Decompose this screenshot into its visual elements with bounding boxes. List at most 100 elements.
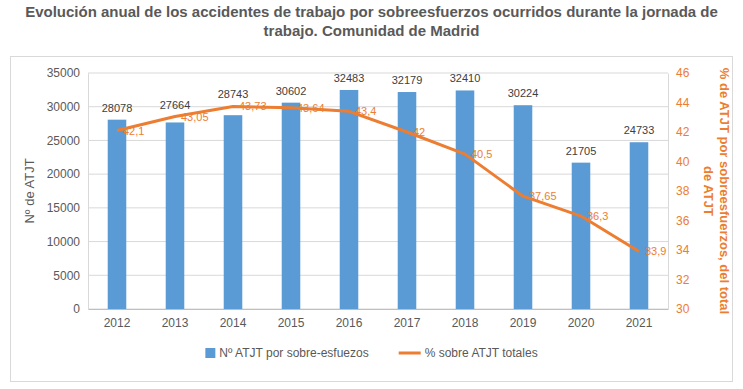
- x-tick-label: 2019: [510, 316, 537, 330]
- y2-axis-title: % de ATJT por sobreesfuerzos, del totald…: [701, 68, 732, 314]
- bar: [456, 90, 475, 309]
- bar: [340, 90, 359, 309]
- axis: 2012 2013 2014 2015 2016 2017 2018 2019 2020 2021: [89, 309, 669, 330]
- line-label: 37,65: [529, 190, 557, 202]
- y-tick-label: 25000: [47, 134, 81, 148]
- y-tick-label: 15000: [47, 201, 81, 215]
- y-tick-label: 35000: [47, 66, 81, 80]
- bar-label: 32410: [450, 72, 481, 84]
- line-label: 42: [413, 126, 425, 138]
- bar: [108, 120, 127, 309]
- x-tick-label: 2021: [626, 316, 653, 330]
- x-tick-label: 2017: [394, 316, 421, 330]
- x-tick-label: 2018: [452, 316, 479, 330]
- tick: 35000: [47, 66, 88, 80]
- y-tick-label: 0: [73, 302, 80, 316]
- y2-tick-label: 46: [676, 66, 690, 80]
- y-tick-label: 30000: [47, 100, 81, 114]
- x-tick-label: 2016: [336, 316, 363, 330]
- y2-tick-label: 42: [676, 125, 690, 139]
- grid-line: [88, 73, 668, 74]
- y-tick-label: 5000: [53, 269, 80, 283]
- tick: 2018: [452, 309, 479, 330]
- bar: [630, 142, 649, 309]
- y2-tick-label: 38: [676, 184, 690, 198]
- x-tick-label: 2013: [162, 316, 189, 330]
- chart-frame: [11, 57, 733, 382]
- x-tick-label: 2015: [278, 316, 305, 330]
- tick: 20000: [47, 167, 88, 181]
- tick: 38: [668, 184, 690, 198]
- tick: 2017: [394, 309, 421, 330]
- bar-label: 21705: [566, 145, 597, 157]
- y2-tick-label: 30: [676, 302, 690, 316]
- tick: 2020: [568, 309, 595, 330]
- tick: 46: [668, 66, 690, 80]
- y2-tick-label: 34: [676, 243, 690, 257]
- y-tick-label: 20000: [47, 167, 81, 181]
- tick: 10000: [47, 235, 88, 249]
- line-label: 36,3: [587, 210, 608, 222]
- legend: Nº ATJT por sobre-esfuezos % sobre ATJT t…: [205, 346, 537, 360]
- axis: 30 32 34 36 38 40 42 44 46: [668, 66, 690, 316]
- line: [117, 106, 639, 251]
- legend-swatch: [399, 352, 421, 355]
- tick: 34: [668, 243, 690, 257]
- plot-area: [108, 90, 649, 309]
- bar-label: 32483: [334, 72, 365, 84]
- tick: 44: [668, 96, 690, 110]
- tick: 2016: [336, 309, 363, 330]
- y2-tick-label: 32: [676, 273, 690, 287]
- tick: 30000: [47, 100, 88, 114]
- tick: 2015: [278, 309, 305, 330]
- line-label: 42,1: [123, 125, 144, 137]
- bar: [572, 163, 591, 309]
- bar-label: 28743: [218, 88, 249, 100]
- tick: 0: [73, 302, 88, 316]
- x-tick-label: 2020: [568, 316, 595, 330]
- bar-label: 24733: [624, 124, 655, 136]
- axis-line: [89, 309, 669, 310]
- tick: 2021: [626, 309, 653, 330]
- tick: 40: [668, 155, 690, 169]
- y2-tick-label: 44: [676, 96, 690, 110]
- y-axis-title: Nº de ATJT: [22, 158, 37, 223]
- x-tick-label: 2014: [220, 316, 247, 330]
- bar-label: 32179: [392, 74, 423, 86]
- tick: 36: [668, 214, 690, 228]
- legend-item: % sobre ATJT totales: [399, 346, 538, 360]
- chart-title: Evolución anual de los accidentes de tra…: [25, 3, 718, 39]
- tick: 2012: [104, 309, 131, 330]
- x-tick-label: 2012: [104, 316, 131, 330]
- tick: 2013: [162, 309, 189, 330]
- bar: [282, 103, 301, 309]
- line-label: 43,05: [181, 111, 209, 123]
- line-label: 43,73: [239, 100, 267, 112]
- chart: Evolución anual de los accidentes de tra…: [0, 0, 743, 389]
- legend-label: Nº ATJT por sobre-esfuezos: [219, 346, 368, 360]
- data-labels: 2807827664287433060232483321793241030224…: [102, 72, 667, 258]
- bar-label: 28078: [102, 102, 133, 114]
- legend-item: Nº ATJT por sobre-esfuezos: [205, 346, 368, 360]
- tick: 2019: [510, 309, 537, 330]
- y-tick-label: 10000: [47, 235, 81, 249]
- y2-tick-label: 40: [676, 155, 690, 169]
- line-label: 33,9: [645, 245, 666, 257]
- bar: [514, 105, 533, 309]
- axis-line: [668, 74, 669, 310]
- bar-label: 30224: [508, 87, 539, 99]
- bar: [398, 92, 417, 309]
- legend-swatch: [205, 348, 215, 358]
- bar: [166, 122, 185, 309]
- line-label: 40,5: [471, 148, 492, 160]
- tick: 15000: [47, 201, 88, 215]
- tick: 30: [668, 302, 690, 316]
- bar-label: 27664: [160, 99, 191, 111]
- tick: 5000: [53, 269, 88, 283]
- tick: 32: [668, 273, 690, 287]
- line-label: 43,64: [297, 102, 325, 114]
- line-label: 43,4: [355, 105, 376, 117]
- grid: [88, 73, 668, 309]
- tick: 42: [668, 125, 690, 139]
- bar: [224, 115, 243, 309]
